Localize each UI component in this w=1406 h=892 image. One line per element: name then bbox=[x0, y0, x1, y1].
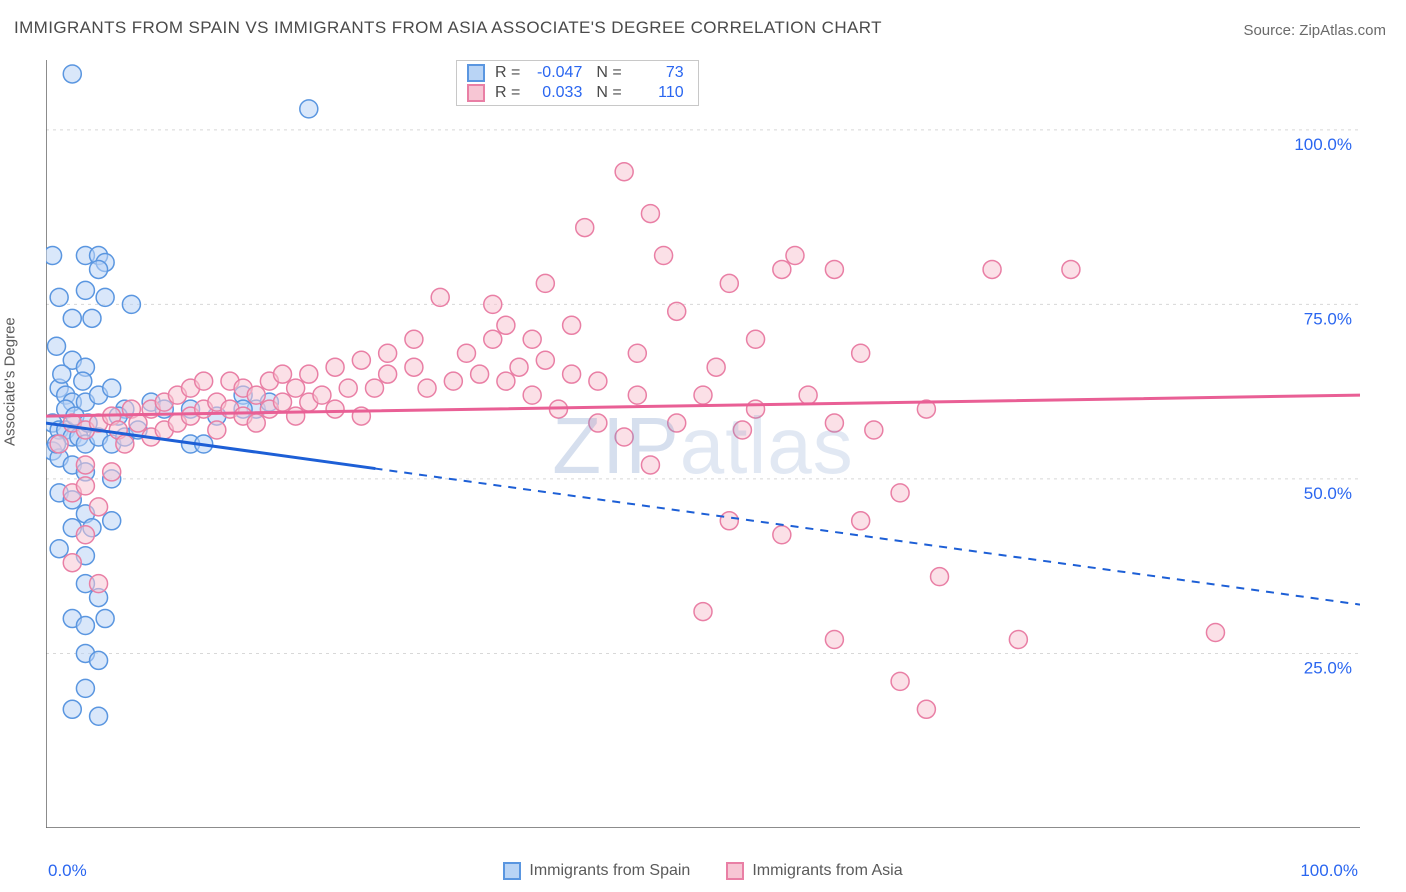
correlation-legend-row: R =0.033N =110 bbox=[457, 83, 698, 103]
legend-swatch bbox=[503, 862, 521, 880]
scatter-chart: 25.0% 50.0% 75.0% 100.0% bbox=[46, 60, 1360, 828]
correlation-legend: R =-0.047N =73R =0.033N =110 bbox=[456, 60, 699, 106]
legend-swatch bbox=[726, 862, 744, 880]
x-axis-max-label: 100.0% bbox=[1300, 861, 1358, 881]
source-label: Source: ZipAtlas.com bbox=[1243, 22, 1386, 39]
svg-text:25.0%: 25.0% bbox=[1304, 658, 1352, 677]
legend-item-spain: Immigrants from Spain bbox=[503, 862, 690, 880]
chart-title: IMMIGRANTS FROM SPAIN VS IMMIGRANTS FROM… bbox=[14, 18, 882, 38]
legend-item-asia: Immigrants from Asia bbox=[726, 862, 902, 880]
x-axis-min-label: 0.0% bbox=[48, 861, 87, 881]
y-axis-label: Associate's Degree bbox=[2, 317, 19, 446]
svg-text:75.0%: 75.0% bbox=[1304, 309, 1352, 328]
legend-swatch bbox=[467, 84, 485, 102]
svg-text:50.0%: 50.0% bbox=[1304, 484, 1352, 503]
legend-swatch bbox=[467, 64, 485, 82]
legend-label: Immigrants from Asia bbox=[752, 862, 902, 880]
svg-text:100.0%: 100.0% bbox=[1294, 135, 1352, 154]
series-legend: 0.0% Immigrants from Spain Immigrants fr… bbox=[48, 862, 1358, 880]
legend-label: Immigrants from Spain bbox=[529, 862, 690, 880]
correlation-legend-row: R =-0.047N =73 bbox=[457, 63, 698, 83]
chart-area: 25.0% 50.0% 75.0% 100.0% bbox=[46, 60, 1360, 828]
